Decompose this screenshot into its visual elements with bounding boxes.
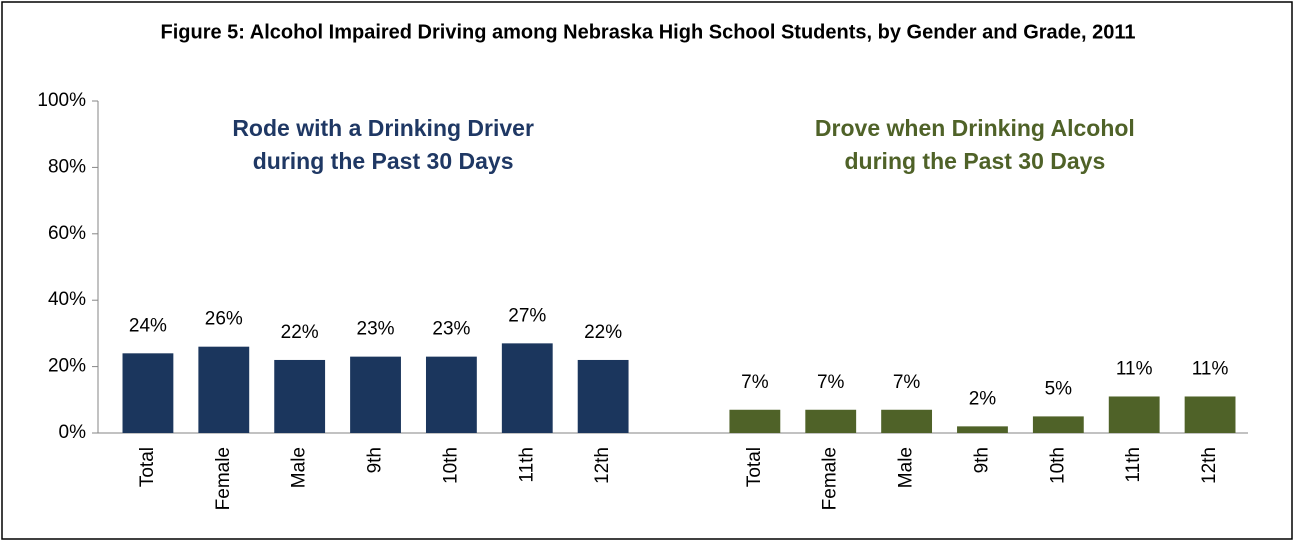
bar [122, 353, 174, 433]
x-tick-label: 11th [1123, 447, 1144, 483]
group-title: during the Past 30 Days [845, 148, 1106, 174]
data-label: 11% [1192, 358, 1229, 379]
data-label: 2% [969, 388, 997, 409]
x-tick-label: Female [820, 447, 841, 510]
bar [1108, 396, 1160, 433]
data-label: 11% [1116, 358, 1153, 379]
data-label: 7% [741, 372, 769, 393]
y-tick-label: 0% [59, 422, 87, 443]
x-tick-label: Male [896, 447, 917, 488]
y-tick-label: 20% [48, 356, 86, 377]
bar [501, 343, 553, 433]
bar [957, 426, 1008, 433]
data-label: 24% [129, 315, 167, 336]
group-title: Rode with a Drinking Driver [232, 115, 534, 141]
x-tick-label: 12th [592, 447, 613, 484]
group-title: during the Past 30 Days [253, 148, 514, 174]
bar [577, 359, 629, 433]
x-tick-label: 11th [516, 447, 537, 483]
bar [350, 356, 401, 433]
y-tick-label: 40% [48, 289, 86, 310]
x-tick-label: Female [213, 447, 234, 510]
bar [1032, 416, 1084, 433]
data-label: 27% [508, 305, 546, 326]
x-tick-label: Total [744, 447, 765, 487]
data-label: 7% [817, 372, 845, 393]
bar [1184, 396, 1236, 433]
x-tick-label: 12th [1199, 447, 1220, 484]
data-label: 23% [432, 319, 470, 340]
data-label: 7% [893, 372, 921, 393]
bar [198, 346, 250, 433]
data-label: 22% [584, 322, 622, 343]
y-tick-label: 80% [48, 156, 86, 177]
data-label: 22% [281, 322, 319, 343]
bar [805, 409, 857, 433]
bar [274, 359, 326, 433]
x-tick-label: 9th [365, 447, 386, 473]
bar [425, 356, 477, 433]
group-title: Drove when Drinking Alcohol [815, 115, 1135, 141]
x-tick-label: Total [137, 447, 158, 487]
x-tick-label: 9th [971, 447, 992, 473]
data-label: 26% [205, 309, 243, 330]
data-label: 23% [357, 319, 395, 340]
data-label: 5% [1045, 378, 1073, 399]
x-tick-label: Male [289, 447, 310, 488]
y-tick-label: 100% [37, 90, 86, 111]
x-tick-label: 10th [440, 447, 461, 484]
y-tick-label: 60% [48, 223, 86, 244]
x-tick-label: 10th [1047, 447, 1068, 484]
bar [881, 409, 933, 433]
chart-title: Figure 5: Alcohol Impaired Driving among… [160, 21, 1135, 43]
bar [729, 409, 781, 433]
